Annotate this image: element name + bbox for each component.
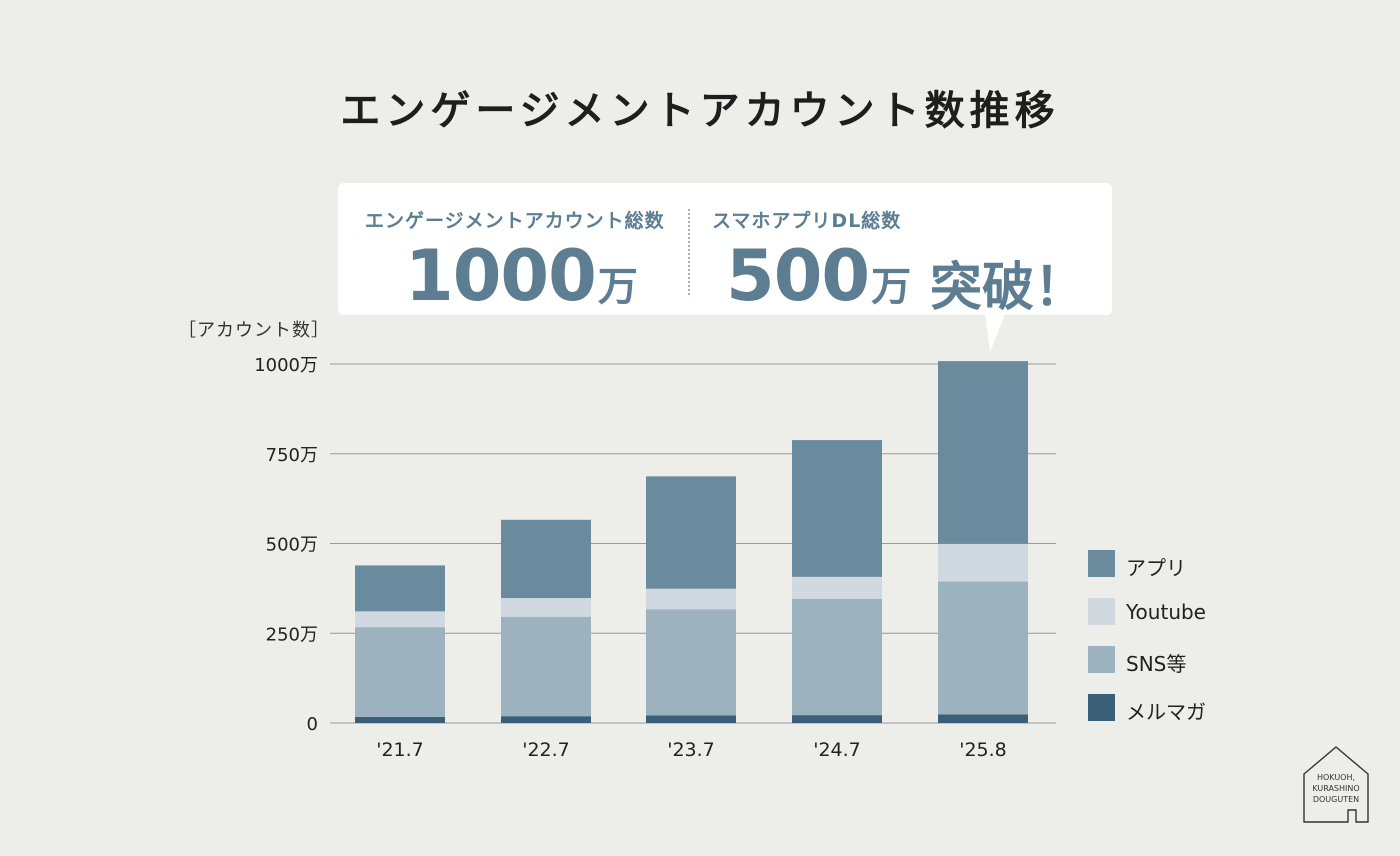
- bar-segment: [646, 715, 736, 723]
- logo-line-2: KURASHINO: [1312, 784, 1359, 793]
- legend-swatch: [1088, 646, 1115, 673]
- total-accounts-number: 1000: [405, 235, 597, 317]
- x-tick-label: '25.8: [959, 739, 1007, 761]
- x-tick-label: '22.7: [522, 739, 570, 761]
- x-tick-label: '21.7: [376, 739, 424, 761]
- bar-segment: [938, 714, 1028, 723]
- x-tick-label: '23.7: [667, 739, 715, 761]
- logo-line-3: DOUGUTEN: [1313, 795, 1359, 804]
- app-downloads-stat: スマホアプリDL総数 500万: [712, 206, 1092, 311]
- total-accounts-value: 1000万: [405, 241, 685, 311]
- legend-item: SNS等: [1088, 646, 1288, 676]
- legend-item: メルマガ: [1088, 694, 1288, 724]
- bar-segment: [938, 581, 1028, 715]
- bar-segment: [355, 716, 445, 723]
- bar-segment: [355, 565, 445, 612]
- legend-item: Youtube: [1088, 598, 1288, 626]
- total-accounts-label: エンゲージメントアカウント総数: [365, 210, 665, 232]
- legend-swatch: [1088, 598, 1115, 625]
- total-accounts-stat: エンゲージメントアカウント総数 1000万: [365, 206, 685, 311]
- legend-label: Youtube: [1126, 600, 1206, 624]
- callout-tail: [985, 312, 1006, 352]
- y-tick-label: 250万: [266, 624, 318, 645]
- brand-logo: HOKUOH, KURASHINO DOUGUTEN: [1303, 746, 1369, 823]
- bar-segment: [355, 627, 445, 717]
- bar-segment: [938, 361, 1028, 544]
- bar-segment: [792, 440, 882, 577]
- bar-segment: [938, 543, 1028, 582]
- legend-label: SNS等: [1126, 652, 1187, 676]
- bar-segment: [501, 616, 591, 717]
- bar-segment: [792, 598, 882, 716]
- x-tick-label: '24.7: [813, 739, 861, 761]
- bar-segment: [646, 588, 736, 610]
- bar-segment: [646, 476, 736, 589]
- bar-segment: [792, 576, 882, 599]
- bar-segment: [792, 715, 882, 723]
- y-axis-unit-label: ［アカウント数］: [178, 320, 330, 341]
- app-downloads-value: 500万: [726, 241, 1092, 311]
- legend-item: アプリ: [1088, 550, 1288, 580]
- y-tick-label: 750万: [266, 445, 318, 466]
- app-downloads-label: スマホアプリDL総数: [712, 210, 902, 232]
- legend-label: アプリ: [1126, 556, 1186, 580]
- bar-segment: [501, 716, 591, 723]
- bar-segment: [646, 609, 736, 716]
- legend-swatch: [1088, 694, 1115, 721]
- y-tick-label: 0: [307, 714, 318, 735]
- callout-divider: [688, 209, 690, 295]
- legend-label: メルマガ: [1126, 700, 1206, 724]
- legend-swatch: [1088, 550, 1115, 577]
- app-downloads-number: 500: [726, 235, 870, 317]
- breakthrough-text: 突破！: [930, 258, 1087, 318]
- total-accounts-unit: 万: [597, 264, 638, 310]
- bar-segment: [501, 519, 591, 599]
- app-downloads-unit: 万: [871, 264, 911, 310]
- summary-callout: エンゲージメントアカウント総数 1000万 スマホアプリDL総数 500万 突破…: [338, 183, 1112, 318]
- page-title: エンゲージメントアカウント数推移: [340, 88, 1060, 134]
- y-tick-label: 1000万: [254, 355, 318, 376]
- logo-line-1: HOKUOH,: [1317, 773, 1355, 782]
- y-tick-label: 500万: [266, 535, 318, 556]
- bar-segment: [355, 611, 445, 628]
- bar-segment: [501, 598, 591, 617]
